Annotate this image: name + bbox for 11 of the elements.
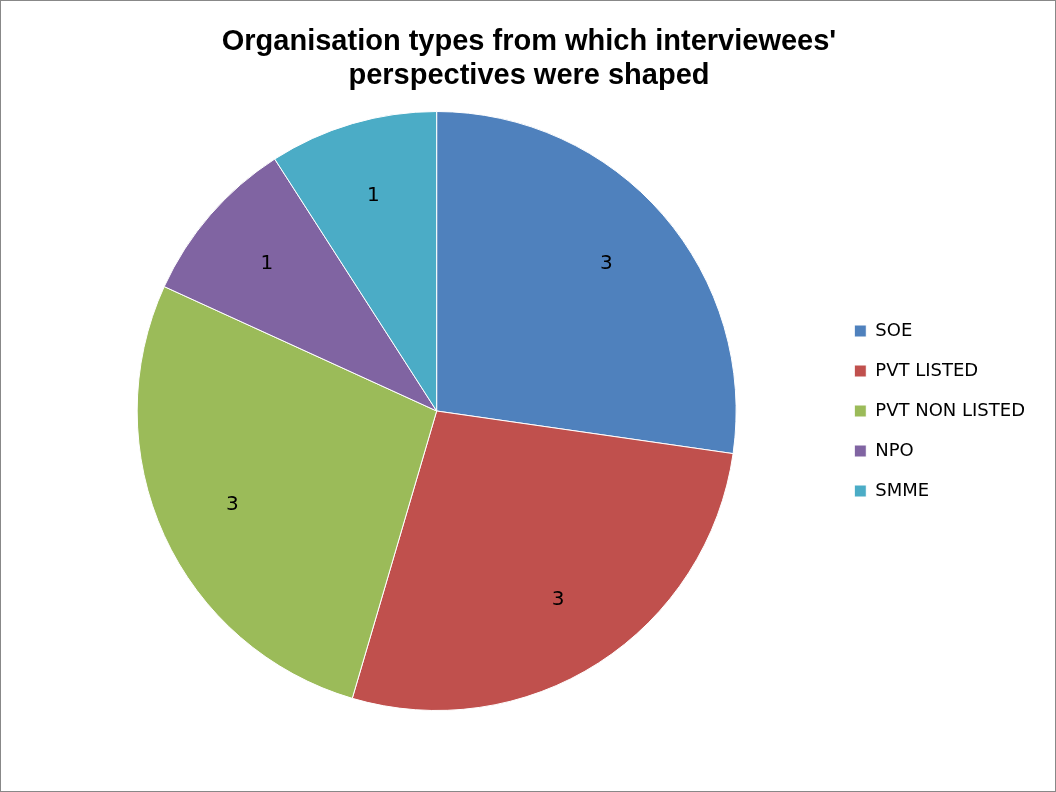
data-label: 3 bbox=[600, 250, 613, 275]
data-label: 3 bbox=[551, 586, 565, 611]
legend-label: NPO bbox=[875, 438, 914, 460]
legend-label: PVT NON LISTED bbox=[875, 398, 1026, 420]
legend-label: SMME bbox=[875, 478, 930, 500]
data-label: 3 bbox=[225, 490, 239, 515]
chart-title: Organisation types from which interviewees' perspectives were shaped bbox=[220, 23, 838, 91]
legend-label: PVT LISTED bbox=[875, 358, 979, 380]
data-label: 1 bbox=[260, 250, 274, 275]
data-label: 1 bbox=[367, 181, 380, 206]
legend-label: SOE bbox=[875, 318, 913, 340]
